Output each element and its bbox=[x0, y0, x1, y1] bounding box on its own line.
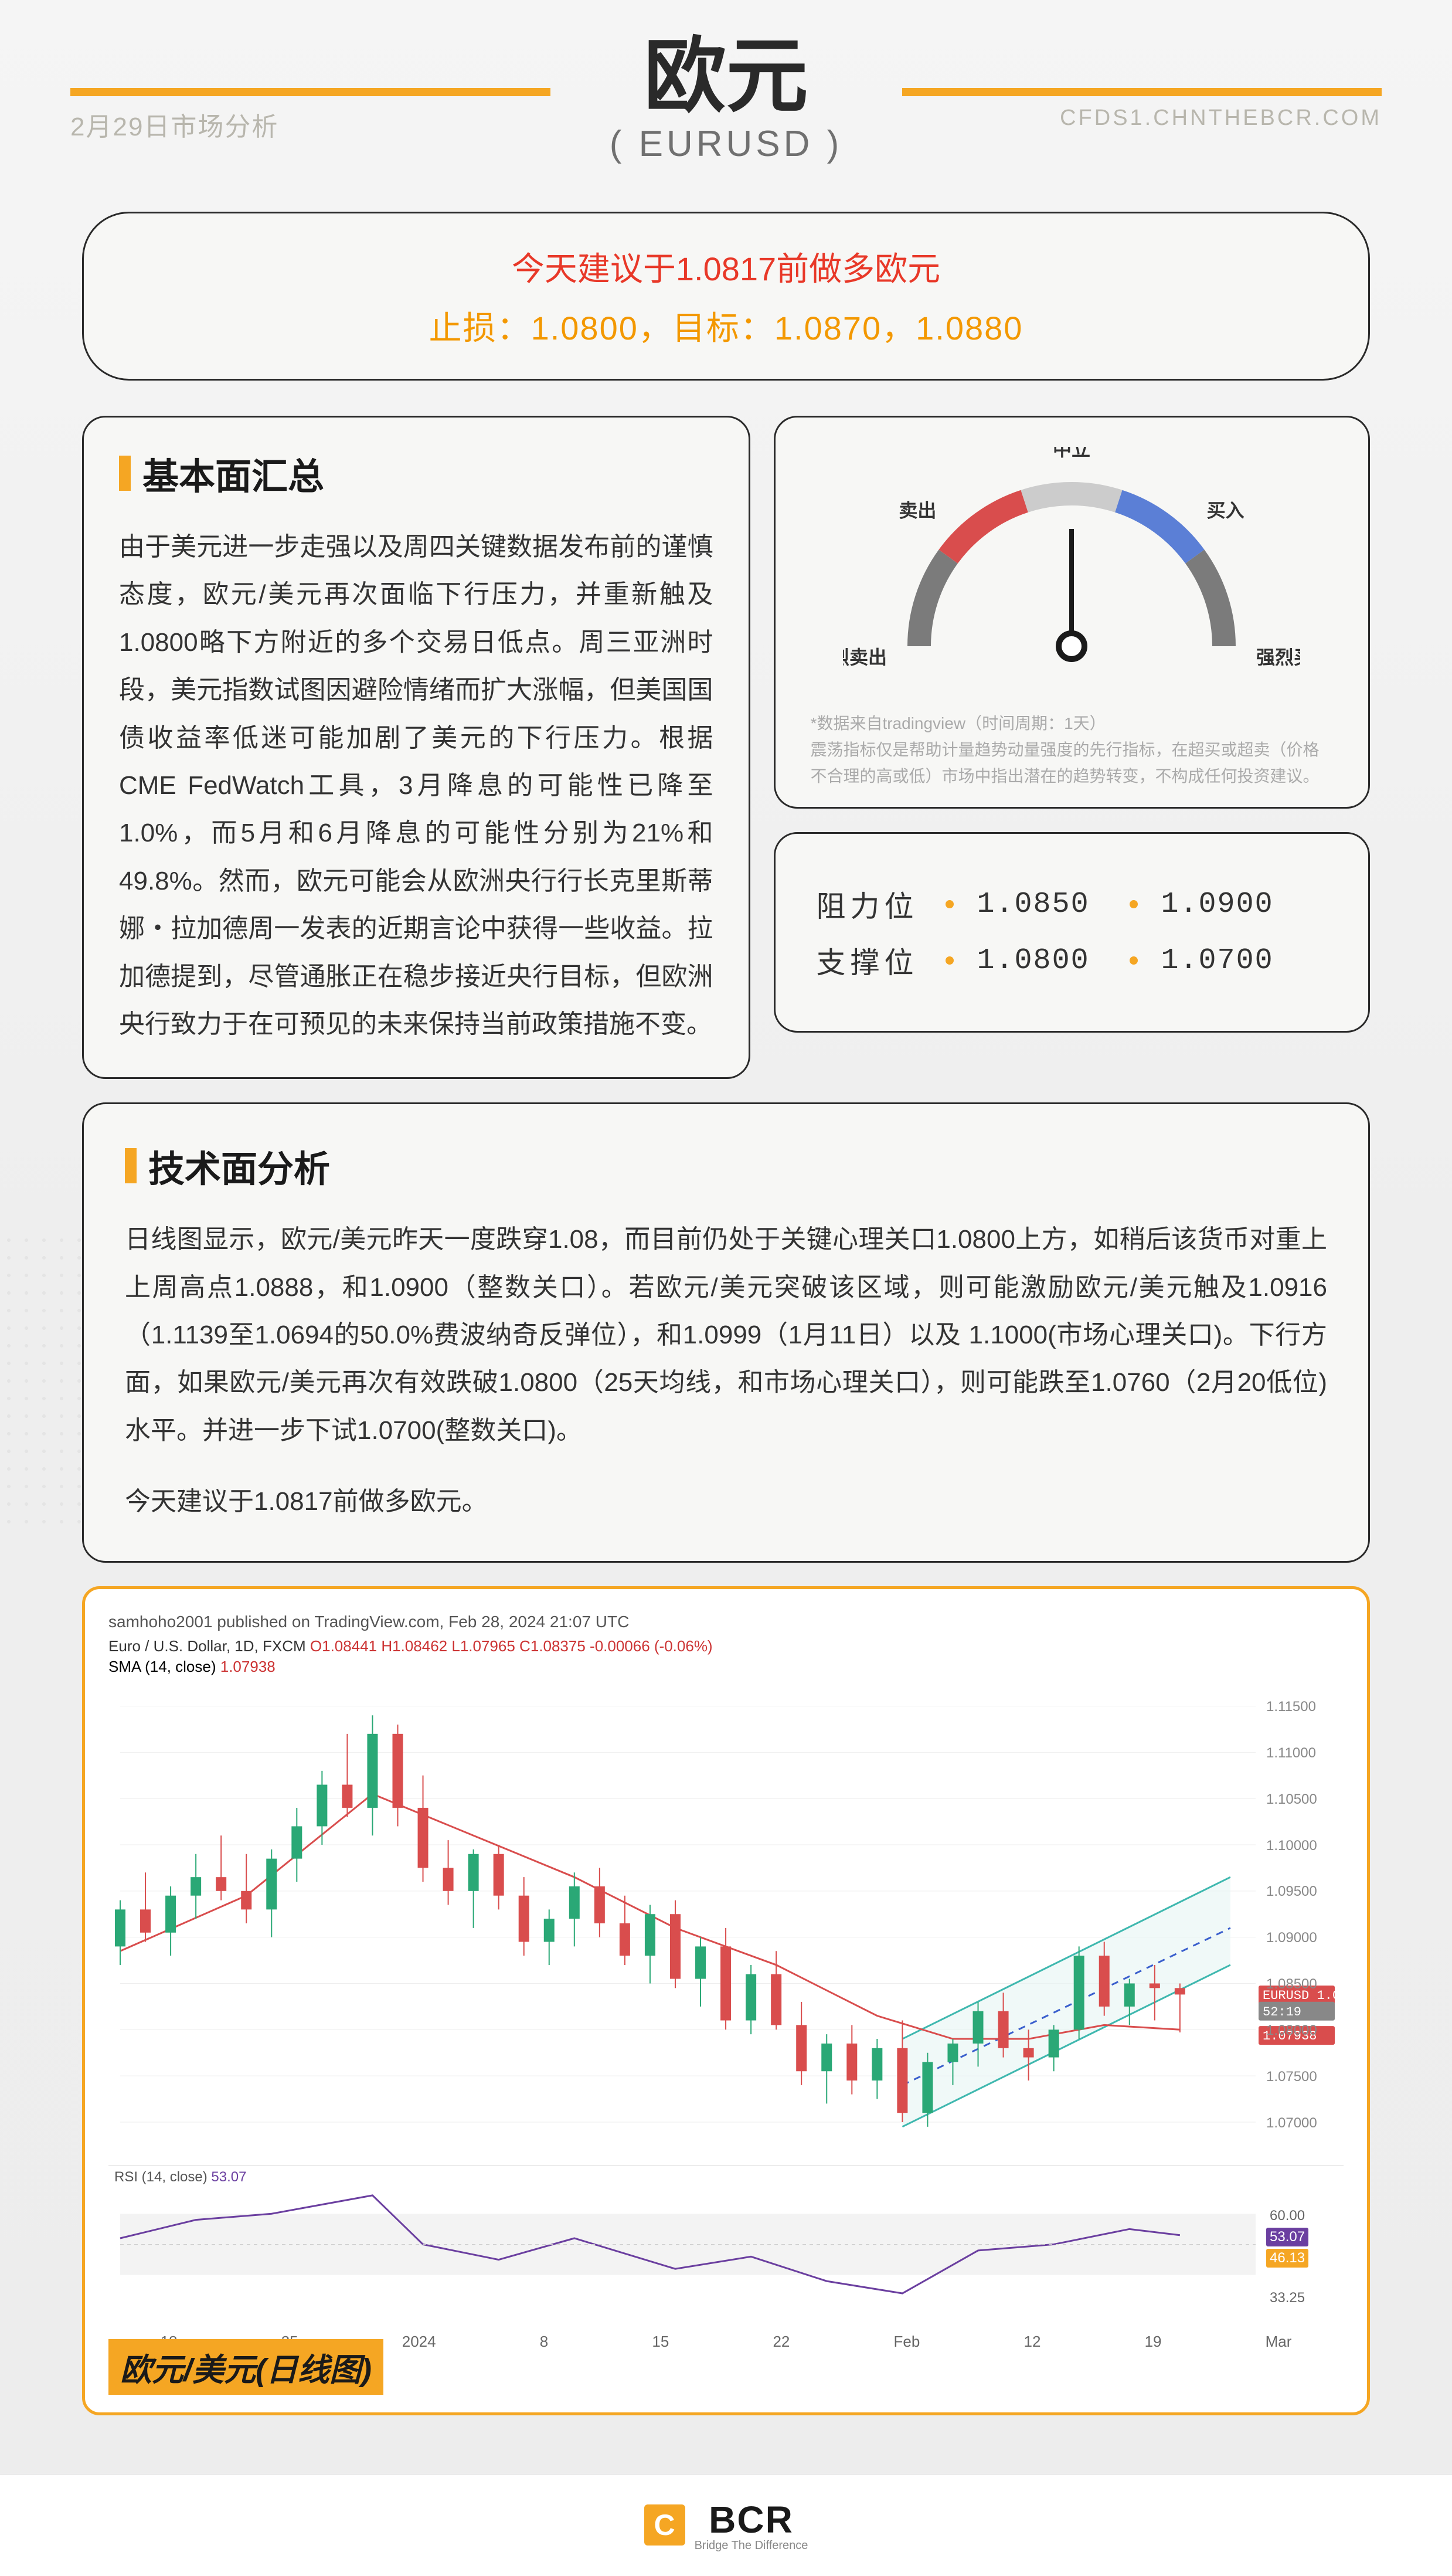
footer-tagline: Bridge The Difference bbox=[695, 2539, 808, 2553]
footer-brand: BCR bbox=[695, 2498, 808, 2541]
price-chart: EURUSD 1.0837552:191.07938 1.115001.1100… bbox=[108, 1682, 1344, 2166]
dot-icon bbox=[1130, 956, 1138, 965]
recommendation-line1: 今天建议于1.0817前做多欧元 bbox=[119, 243, 1333, 290]
technical-title: 技术面分析 bbox=[148, 1139, 330, 1192]
fundamental-card: 基本面汇总 由于美元进一步走强以及周四关键数据发布前的谨慎态度，欧元/美元再次面… bbox=[82, 416, 750, 1079]
logo-icon: C bbox=[644, 2504, 685, 2546]
gauge-caption-1: *数据来自tradingview（时间周期：1天） bbox=[811, 711, 1333, 737]
recommendation-card: 今天建议于1.0817前做多欧元 止损：1.0800，目标：1.0870，1.0… bbox=[82, 212, 1370, 381]
dot-icon bbox=[1130, 900, 1138, 908]
sma-label: SMA (14, close) bbox=[108, 1658, 216, 1675]
recommendation-line2: 止损：1.0800，目标：1.0870，1.0880 bbox=[119, 302, 1333, 349]
chart-publish-info: samhoho2001 published on TradingView.com… bbox=[108, 1613, 1344, 1631]
levels-card: 阻力位 1.0850 1.0900 支撑位 1.0800 1.0700 bbox=[774, 832, 1370, 1033]
rsi-y-axis: 60.0053.0747.3446.1333.25 bbox=[1261, 2166, 1344, 2327]
sentiment-gauge-icon: 强烈卖出 卖出 中立买入强烈买入 bbox=[843, 447, 1300, 693]
sma-value: 1.07938 bbox=[220, 1658, 276, 1675]
resistance-val-2: 1.0900 bbox=[1161, 888, 1290, 921]
ohlc-low: 1.07965 bbox=[460, 1637, 515, 1655]
ohlc-close: 1.08375 bbox=[531, 1637, 586, 1655]
ohlc-high: 1.08462 bbox=[392, 1637, 447, 1655]
dot-icon bbox=[946, 900, 954, 908]
ohlc-open: 1.08441 bbox=[322, 1637, 377, 1655]
chart-sma-row: SMA (14, close) 1.07938 bbox=[108, 1658, 1344, 1676]
chart-pair-info: Euro / U.S. Dollar, 1D, FXCM bbox=[108, 1637, 306, 1655]
gauge-caption-2: 震荡指标仅是帮助计量趋势动量强度的先行指标，在超买或超卖（价格不合理的高或低）市… bbox=[811, 737, 1333, 790]
rsi-chart: RSI (14, close) 53.07 60.0053.0747.3446.… bbox=[108, 2166, 1344, 2327]
technical-body: 日线图显示，欧元/美元昨天一度跌穿1.08，而目前仍处于关键心理关口1.0800… bbox=[125, 1216, 1327, 1454]
chart-ohlc-row: Euro / U.S. Dollar, 1D, FXCM O1.08441 H1… bbox=[108, 1637, 1344, 1655]
site-url: CFDS1.CHNTHEBCR.COM bbox=[1060, 106, 1382, 131]
ohlc-change: -0.00066 (-0.06%) bbox=[590, 1637, 713, 1655]
fundamental-body: 由于美元进一步走强以及周四关键数据发布前的谨慎态度，欧元/美元再次面临下行压力，… bbox=[119, 523, 713, 1048]
page-subtitle: ( EURUSD ) bbox=[580, 123, 873, 165]
technical-card: 技术面分析 日线图显示，欧元/美元昨天一度跌穿1.08，而目前仍处于关键心理关口… bbox=[82, 1102, 1370, 1562]
svg-text:卖出: 卖出 bbox=[899, 500, 937, 521]
accent-bar-icon bbox=[125, 1148, 137, 1183]
accent-bar-icon bbox=[119, 456, 131, 491]
support-label: 支撑位 bbox=[817, 939, 922, 982]
resistance-label: 阻力位 bbox=[817, 883, 922, 925]
chart-caption: 欧元/美元(日线图) bbox=[108, 2339, 383, 2395]
svg-text:买入: 买入 bbox=[1207, 500, 1244, 521]
page-title: 欧元 bbox=[580, 35, 873, 117]
dot-icon bbox=[946, 956, 954, 965]
header-center: 欧元 ( EURUSD ) bbox=[580, 35, 873, 165]
svg-text:中立: 中立 bbox=[1053, 447, 1090, 460]
svg-text:强烈买入: 强烈买入 bbox=[1256, 647, 1300, 668]
price-y-axis: 1.115001.110001.105001.100001.095001.090… bbox=[1261, 1682, 1344, 2165]
chart-area: EURUSD 1.0837552:191.07938 1.115001.1100… bbox=[108, 1682, 1344, 2327]
footer: C BCR Bridge The Difference bbox=[0, 2474, 1452, 2576]
divider-right: CFDS1.CHNTHEBCR.COM bbox=[902, 88, 1382, 96]
fundamental-title: 基本面汇总 bbox=[142, 447, 324, 500]
divider-left: 2月29日市场分析 bbox=[70, 88, 550, 96]
support-val-1: 1.0800 bbox=[977, 944, 1106, 978]
chart-card: samhoho2001 published on TradingView.com… bbox=[82, 1586, 1370, 2415]
svg-text:强烈卖出: 强烈卖出 bbox=[843, 647, 887, 668]
support-val-2: 1.0700 bbox=[1161, 944, 1290, 978]
gauge-card: 强烈卖出 卖出 中立买入强烈买入 *数据来自tradingview（时间周期：1天）… bbox=[774, 416, 1370, 809]
resistance-val-1: 1.0850 bbox=[977, 888, 1106, 921]
header-row: 2月29日市场分析 欧元 ( EURUSD ) CFDS1.CHNTHEBCR.… bbox=[70, 35, 1382, 165]
date-label: 2月29日市场分析 bbox=[70, 106, 278, 143]
technical-body-2: 今天建议于1.0817前做多欧元。 bbox=[125, 1478, 1327, 1525]
